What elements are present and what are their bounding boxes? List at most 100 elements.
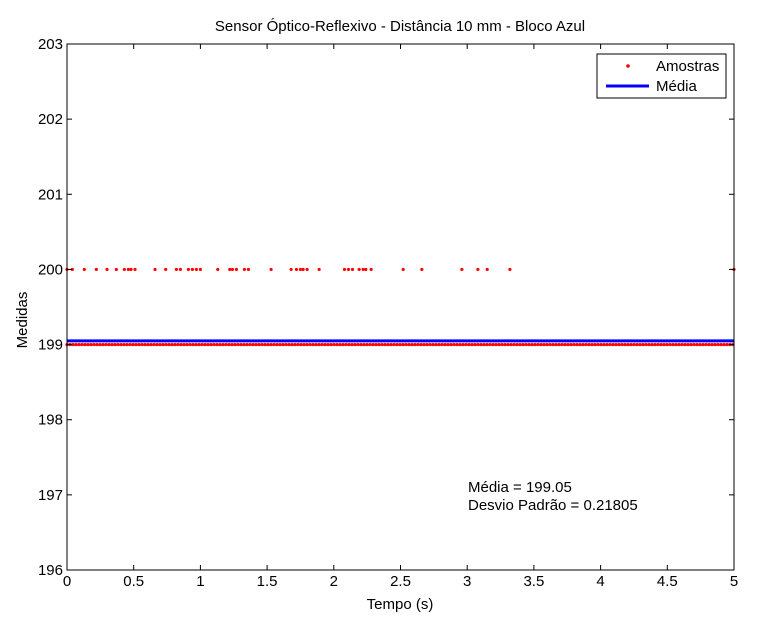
sample-point <box>611 342 615 347</box>
sample-point <box>186 267 190 272</box>
x-tick-label: 4.5 <box>657 573 678 590</box>
sample-point <box>683 342 687 347</box>
sample-point <box>677 342 681 347</box>
sample-point <box>119 342 123 347</box>
sample-point <box>506 342 510 347</box>
sample-point <box>281 342 285 347</box>
sample-point <box>437 342 441 347</box>
sample-point <box>188 342 192 347</box>
sample-point <box>194 267 198 272</box>
sample-point <box>215 342 219 347</box>
sample-point <box>185 342 189 347</box>
sample-point <box>350 267 355 272</box>
sample-point <box>122 342 126 347</box>
data-marks <box>65 267 736 347</box>
sample-point <box>566 342 570 347</box>
sample-point <box>473 342 477 347</box>
x-tick-label: 0 <box>63 573 71 590</box>
sample-point <box>668 342 672 347</box>
sample-point <box>275 342 279 347</box>
sample-point <box>659 342 663 347</box>
sample-point <box>89 342 93 347</box>
sample-point <box>131 342 135 347</box>
sample-point <box>70 267 74 272</box>
sample-point <box>485 267 489 272</box>
sample-point <box>294 267 299 272</box>
sample-point <box>464 342 468 347</box>
sample-point <box>218 342 222 347</box>
sample-point <box>545 342 549 347</box>
sample-point <box>623 342 627 347</box>
sample-point <box>221 342 225 347</box>
sample-point <box>533 342 537 347</box>
sample-point <box>707 342 711 347</box>
sample-point <box>416 342 420 347</box>
sample-point <box>626 342 630 347</box>
sample-point <box>575 342 579 347</box>
sample-point <box>335 342 339 347</box>
sample-point <box>206 342 210 347</box>
sample-point <box>530 342 534 347</box>
sample-point <box>386 342 390 347</box>
sample-point <box>419 342 423 347</box>
sample-point <box>692 342 696 347</box>
sample-point <box>644 342 648 347</box>
sample-point <box>479 342 483 347</box>
sample-point <box>299 342 303 347</box>
sample-point <box>323 342 327 347</box>
sample-point <box>521 342 525 347</box>
sample-point <box>197 342 201 347</box>
legend-mean-label: Média <box>656 78 698 95</box>
sample-point <box>290 342 294 347</box>
sample-point <box>638 342 642 347</box>
sample-point <box>228 267 232 272</box>
sample-point <box>656 342 660 347</box>
sample-point <box>689 342 693 347</box>
sample-point <box>209 342 213 347</box>
sample-point <box>650 342 654 347</box>
sample-point <box>368 342 372 347</box>
sample-point <box>374 342 378 347</box>
sample-point <box>440 342 444 347</box>
sample-point <box>149 342 153 347</box>
sample-point <box>143 342 147 347</box>
sample-point <box>146 342 150 347</box>
sample-point <box>428 342 432 347</box>
x-tick-label: 2.5 <box>390 573 411 590</box>
sample-point <box>704 342 708 347</box>
sample-point <box>357 267 361 272</box>
sample-point <box>133 267 137 272</box>
sample-point <box>246 267 251 272</box>
sample-point <box>129 267 133 272</box>
sample-point <box>503 342 507 347</box>
sample-point <box>239 342 243 347</box>
sample-point <box>371 342 375 347</box>
sample-point <box>518 342 522 347</box>
sample-point <box>92 342 96 347</box>
y-tick-label: 201 <box>38 186 63 203</box>
mean-annotation: Média = 199.05 <box>468 479 572 496</box>
sample-point <box>365 342 369 347</box>
sample-point <box>152 342 156 347</box>
sample-point <box>314 342 318 347</box>
sample-point <box>554 342 558 347</box>
sample-point <box>719 342 723 347</box>
sample-point <box>98 342 102 347</box>
sample-point <box>233 342 237 347</box>
sample-point <box>449 342 453 347</box>
sample-point <box>605 342 609 347</box>
sample-point <box>608 342 612 347</box>
legend-box <box>596 53 727 99</box>
sample-point <box>326 342 330 347</box>
sample-point <box>548 342 552 347</box>
sample-point <box>347 342 351 347</box>
y-tick-label: 199 <box>38 337 63 354</box>
sample-point <box>101 342 105 347</box>
sample-point <box>305 267 309 272</box>
sample-point <box>476 267 480 272</box>
sample-point <box>455 342 459 347</box>
y-tick-label: 196 <box>38 562 63 579</box>
sample-point <box>82 267 86 272</box>
sample-point <box>254 342 258 347</box>
sample-point <box>161 342 165 347</box>
